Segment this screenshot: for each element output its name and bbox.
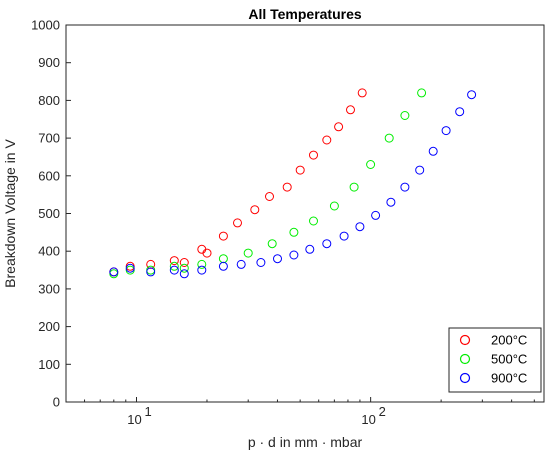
data-point-series-1 xyxy=(357,88,367,98)
data-point-series-3 xyxy=(179,269,189,279)
data-point-series-2 xyxy=(349,182,359,192)
y-tick-label: 400 xyxy=(38,244,60,259)
data-point-series-2 xyxy=(417,88,427,98)
x-tick-label: 10 xyxy=(361,412,375,427)
data-point-series-1 xyxy=(179,258,189,267)
y-tick-label: 200 xyxy=(38,319,60,334)
data-point-series-3 xyxy=(455,107,465,117)
data-point-series-1 xyxy=(265,192,274,201)
x-axis-label: p · d in mm · mbar xyxy=(248,434,363,450)
legend-label: 200°C xyxy=(491,333,527,348)
data-point-series-1 xyxy=(322,135,332,145)
y-tick-label: 500 xyxy=(38,206,60,221)
data-point-series-3 xyxy=(305,244,315,254)
data-point-series-2 xyxy=(309,216,318,226)
y-tick-label: 700 xyxy=(38,131,60,146)
data-point-series-3 xyxy=(339,231,349,241)
data-point-series-3 xyxy=(441,126,451,136)
legend-marker xyxy=(459,353,471,365)
y-tick-label: 900 xyxy=(38,55,60,70)
data-point-series-2 xyxy=(267,239,277,249)
data-point-series-2 xyxy=(197,259,207,269)
data-point-series-3 xyxy=(256,258,266,267)
data-point-series-3 xyxy=(371,210,381,220)
chart-title: All Temperatures xyxy=(248,6,362,22)
data-point-series-1 xyxy=(295,165,305,175)
data-point-series-1 xyxy=(202,248,212,258)
data-point-series-2 xyxy=(384,133,394,143)
legend-label: 500°C xyxy=(491,352,527,367)
legend-marker xyxy=(459,372,471,384)
data-point-series-2 xyxy=(243,248,253,258)
y-tick-label: 0 xyxy=(53,395,60,410)
data-point-series-1 xyxy=(346,105,355,115)
data-point-series-3 xyxy=(197,265,207,275)
data-point-series-1 xyxy=(309,150,318,160)
data-point-series-2 xyxy=(169,261,179,271)
y-tick-label: 800 xyxy=(38,93,60,108)
data-point-series-2 xyxy=(400,111,410,120)
y-tick-label: 300 xyxy=(38,281,60,296)
data-point-series-3 xyxy=(322,239,332,249)
data-point-series-2 xyxy=(366,160,376,169)
legend: 200°C 500°C 900°C xyxy=(448,327,542,393)
y-tick-label: 100 xyxy=(38,357,60,372)
data-point-series-3 xyxy=(273,254,282,264)
data-point-series-3 xyxy=(400,182,410,192)
y-axis-ticks: 0 100 200 300 400 500 600 700 800 900 1000 xyxy=(31,18,71,410)
data-point-series-2 xyxy=(179,263,189,273)
legend-box xyxy=(448,327,542,393)
y-tick-label: 600 xyxy=(38,168,60,183)
data-point-series-3 xyxy=(428,146,438,156)
data-point-series-3 xyxy=(386,197,396,207)
y-axis-label: Breakdown Voltage in V xyxy=(2,139,18,288)
x-tick-exponent: 1 xyxy=(144,404,151,419)
data-point-series-3 xyxy=(109,267,119,277)
data-point-series-3 xyxy=(355,222,365,232)
data-point-series-3 xyxy=(125,263,135,273)
x-tick-exponent: 2 xyxy=(379,404,386,419)
axes-box xyxy=(65,24,545,403)
data-point-series-3 xyxy=(467,90,477,100)
data-point-series-2 xyxy=(329,201,339,211)
data-point-series-2 xyxy=(289,227,299,237)
x-tick-label: 10 xyxy=(127,412,141,427)
data-point-series-3 xyxy=(218,261,228,271)
data-point-series-1 xyxy=(233,218,242,228)
data-point-series-3 xyxy=(289,250,299,260)
data-point-series-1 xyxy=(218,231,228,241)
legend-marker xyxy=(459,334,471,346)
data-point-series-1 xyxy=(282,182,292,192)
data-points xyxy=(109,88,477,279)
data-point-series-1 xyxy=(250,205,260,215)
y-tick-label: 1000 xyxy=(31,18,60,33)
data-point-series-1 xyxy=(334,122,344,132)
legend-entries: 200°C 500°C 900°C xyxy=(459,333,527,386)
data-point-series-3 xyxy=(146,267,156,277)
data-point-series-3 xyxy=(169,265,179,275)
legend-label: 900°C xyxy=(491,371,527,386)
data-point-series-3 xyxy=(236,259,246,269)
data-point-series-3 xyxy=(415,165,425,175)
data-point-series-1 xyxy=(169,256,179,266)
